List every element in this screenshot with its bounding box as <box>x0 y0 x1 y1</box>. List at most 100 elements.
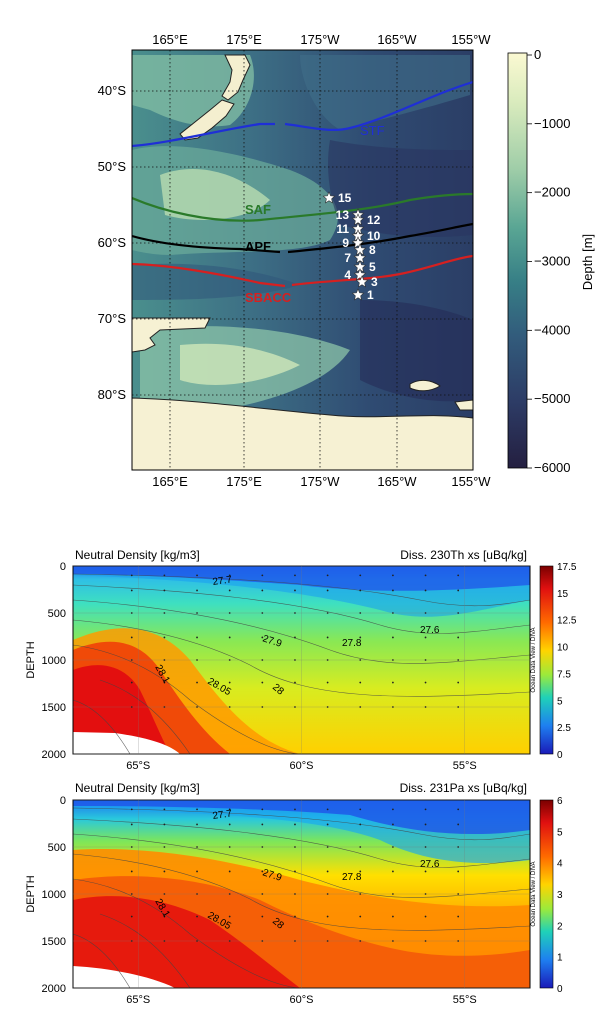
depth-tick: 2000 <box>42 983 66 995</box>
station-label: 10 <box>367 229 381 243</box>
antarctica <box>132 397 473 470</box>
lon-tick-bottom: 155°W <box>451 474 491 489</box>
station-label: 9 <box>342 236 349 250</box>
isopycnal-line <box>73 599 530 664</box>
lat-tick: 65°S <box>126 760 150 772</box>
depth-colorbar-tick: −1000 <box>534 116 571 131</box>
station-label: 1 <box>367 288 374 302</box>
lon-tick-bottom: 165°E <box>152 474 188 489</box>
depth-tick: 1500 <box>42 702 66 714</box>
station-star <box>351 288 365 301</box>
section-231pa: Neutral Density [kg/m3] Diss. 231Pa xs [… <box>25 781 563 1006</box>
depth-colorbar-tick: −6000 <box>534 460 571 475</box>
depth-tick: 0 <box>60 795 66 807</box>
section2-right-title: Diss. 231Pa xs [uBq/kg] <box>400 781 527 795</box>
section2-left-title: Neutral Density [kg/m3] <box>75 781 200 795</box>
front-label-stf: STF <box>360 123 385 138</box>
station-label: 7 <box>344 251 351 265</box>
lat-tick: 50°S <box>98 159 127 174</box>
contour-label: 27.8 <box>342 638 362 649</box>
isopycnal-line <box>73 853 530 931</box>
station-star <box>355 275 369 288</box>
station-star <box>322 191 336 204</box>
station-label: 3 <box>371 275 378 289</box>
contour-label: 27.6 <box>420 859 440 870</box>
depth-colorbar-tick: −2000 <box>534 185 571 200</box>
depth-colorbar-tick: −3000 <box>534 254 571 269</box>
section2-ylabel: DEPTH <box>25 875 37 912</box>
lon-tick-top: 175°E <box>226 32 262 47</box>
sbacc-front <box>132 262 286 288</box>
lat-tick: 40°S <box>98 83 127 98</box>
lat-tick: 65°S <box>126 994 150 1006</box>
station-label: 4 <box>344 268 351 282</box>
isopycnal-line <box>73 573 530 607</box>
lat-tick: 60°S <box>98 235 127 250</box>
colorbar-tick: 2 <box>557 921 563 932</box>
lon-tick-top: 155°W <box>451 32 491 47</box>
isopycnal-line <box>99 679 191 754</box>
stf-front <box>132 122 275 148</box>
lat-tick: 55°S <box>453 760 477 772</box>
station-label: 12 <box>367 213 381 227</box>
station-label: 15 <box>338 191 352 205</box>
section1-ylabel: DEPTH <box>25 641 37 678</box>
south-island <box>179 99 235 141</box>
depth-tick: 1500 <box>42 936 66 948</box>
contour-label: 27.7 <box>212 574 233 588</box>
station-star <box>353 268 367 281</box>
front-label-saf: SAF <box>245 202 271 217</box>
saf-front <box>132 192 473 222</box>
station-label: 5 <box>369 260 376 274</box>
lon-tick-bottom: 175°W <box>300 474 340 489</box>
colorbar-tick: 0 <box>557 750 563 761</box>
map-gridlines <box>132 50 473 470</box>
depth-tick: 1000 <box>42 889 66 901</box>
section-230th: Neutral Density [kg/m3] Diss. 230Th xs [… <box>25 548 577 772</box>
lat-tick: 60°S <box>290 994 314 1006</box>
colorbar-tick: 4 <box>557 859 563 870</box>
lat-tick: 55°S <box>453 994 477 1006</box>
station-label: 8 <box>369 243 376 257</box>
north-island <box>221 54 251 101</box>
colorbar-tick: 15 <box>557 589 569 600</box>
isopycnal-line <box>73 584 530 634</box>
depth-tick: 500 <box>48 608 66 620</box>
colorbar-tick: 5 <box>557 827 563 838</box>
depth-tick: 0 <box>60 561 66 573</box>
depth-tick: 1000 <box>42 655 66 667</box>
section2-colorbar <box>539 799 554 989</box>
contour-label: 27.7 <box>212 808 233 822</box>
colorbar-tick: 12.5 <box>557 616 577 627</box>
colorbar-tick: 10 <box>557 643 569 654</box>
depth-tick: 500 <box>48 842 66 854</box>
contour-label: 27.8 <box>342 872 362 883</box>
contour-label: 27.6 <box>420 625 440 636</box>
isopycnal-line <box>73 644 301 754</box>
station-markers: 15 13 12 11 10 9 8 7 5 4 31 <box>322 191 381 302</box>
isopycnal-line <box>73 833 530 898</box>
station-star <box>351 236 365 249</box>
apf-front <box>132 234 281 254</box>
lon-tick-top: 175°W <box>300 32 340 47</box>
section1-watermark: Ocean Data View / DIVA <box>531 627 537 692</box>
depth-tick: 2000 <box>42 749 66 761</box>
colorbar-tick: 6 <box>557 796 563 807</box>
lon-tick-top: 165°E <box>152 32 188 47</box>
colorbar-tick: 5 <box>557 696 563 707</box>
isopycnal-line <box>99 913 191 988</box>
section1-colorbar <box>539 565 554 755</box>
depth-colorbar-tick: −5000 <box>534 391 571 406</box>
colorbar-tick: 17.5 <box>557 562 577 573</box>
colorbar-tick: 7.5 <box>557 669 571 680</box>
colorbar-tick: 3 <box>557 890 563 901</box>
section2-watermark: Ocean Data View / DIVA <box>531 861 537 926</box>
isopycnal-line <box>73 818 530 868</box>
lon-tick-top: 165°W <box>377 32 417 47</box>
isopycnal-line <box>73 878 301 988</box>
colorbar-tick: 1 <box>557 953 563 964</box>
lon-tick-bottom: 165°W <box>377 474 417 489</box>
isopycnal-line <box>73 933 131 988</box>
front-label-apf: APF <box>245 239 271 254</box>
